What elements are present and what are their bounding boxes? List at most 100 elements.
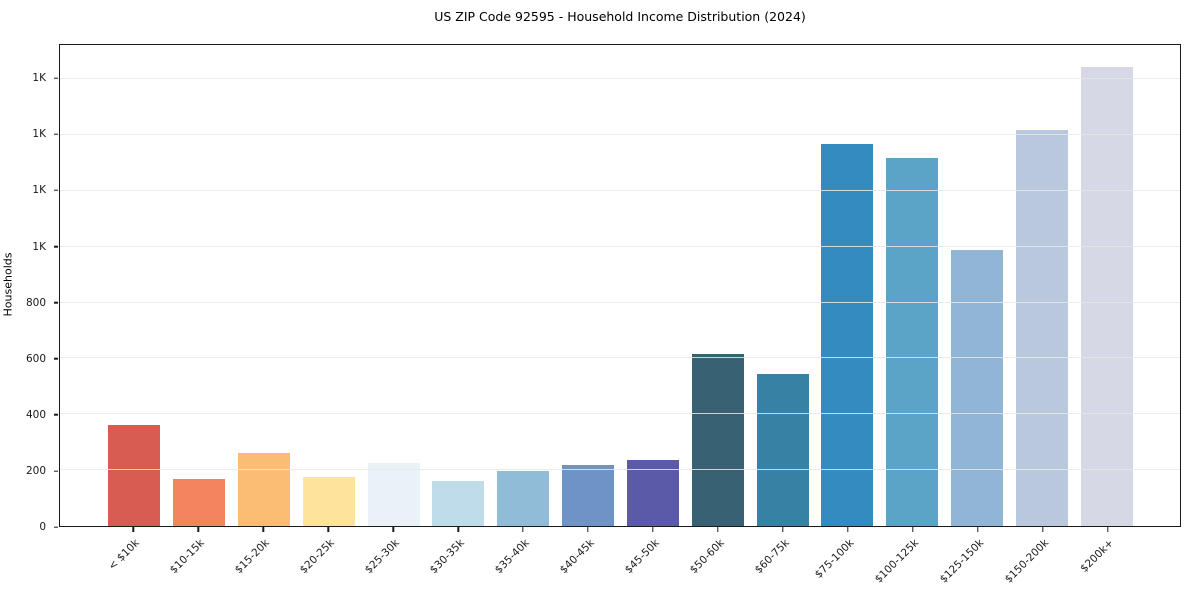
x-tick-label: $10-15k bbox=[167, 537, 207, 577]
y-tick-mark bbox=[53, 414, 58, 416]
x-tick-mark bbox=[652, 527, 654, 532]
bar-slot bbox=[296, 45, 361, 526]
x-tick-mark bbox=[262, 527, 265, 532]
x-tick-slot: $150-200k bbox=[1003, 527, 1075, 590]
bar-$15-20k bbox=[238, 453, 291, 526]
bar-$20-25k bbox=[302, 476, 355, 526]
x-tick-label: $35-40k bbox=[492, 537, 532, 577]
x-tick-mark bbox=[782, 527, 784, 532]
bar-$60-75k bbox=[756, 373, 809, 526]
y-tick-mark bbox=[53, 133, 58, 136]
x-tick-slot: < $10k bbox=[101, 527, 166, 590]
x-tick-label: $15-20k bbox=[232, 537, 272, 577]
bar-$150-200k bbox=[1015, 129, 1068, 526]
chart-title: US ZIP Code 92595 - Household Income Dis… bbox=[434, 9, 806, 24]
y-axis: 0 200 400 600 800 1K 1K 1K 1K bbox=[0, 44, 59, 533]
x-tick-slot: $30-35k bbox=[426, 527, 491, 590]
bar-slot bbox=[361, 45, 426, 526]
x-tick-mark bbox=[522, 527, 524, 532]
bar-slot bbox=[621, 45, 686, 526]
x-tick-slot: $60-75k bbox=[750, 527, 815, 590]
y-tick-label: 1K bbox=[32, 184, 46, 197]
y-tick-label: 600 bbox=[25, 352, 46, 365]
x-axis: < $10k $10-15k $15-20k $20-25k $25-30k $30-35… bbox=[59, 527, 1181, 590]
plot-area bbox=[59, 44, 1181, 527]
x-tick-mark bbox=[197, 527, 200, 532]
x-tick-slot: $125-150k bbox=[938, 527, 1010, 590]
x-tick-label: $45-50k bbox=[622, 537, 662, 577]
x-tick-mark bbox=[1106, 527, 1109, 532]
x-tick-slot: $50-60k bbox=[685, 527, 750, 590]
y-tick-label: 800 bbox=[25, 296, 46, 309]
x-tick-slot: $75-100k bbox=[812, 527, 880, 590]
y-tick-mark bbox=[53, 189, 58, 192]
bar-$100-125k bbox=[886, 157, 939, 526]
x-tick-label: $60-75k bbox=[752, 537, 792, 577]
x-tick-mark bbox=[1041, 527, 1044, 532]
bar-$25-30k bbox=[367, 463, 420, 526]
x-tick-slot: $25-30k bbox=[361, 527, 426, 590]
bar-slot bbox=[880, 45, 945, 526]
x-tick-slot: $100-125k bbox=[873, 527, 945, 590]
x-tick-slot: $15-20k bbox=[231, 527, 296, 590]
y-tick-mark bbox=[53, 301, 58, 304]
bar-slot bbox=[1074, 45, 1139, 526]
x-tick-label: $25-30k bbox=[362, 537, 402, 577]
x-tick-slot: $200k+ bbox=[1075, 527, 1140, 590]
y-tick-label: 1K bbox=[32, 128, 46, 141]
x-tick-mark bbox=[392, 527, 394, 532]
x-tick-label: $125-150k bbox=[937, 537, 987, 586]
x-tick-slot: $10-15k bbox=[166, 527, 231, 590]
bar-< $10k bbox=[108, 425, 161, 526]
y-tick-label: 400 bbox=[25, 408, 46, 421]
x-tick-label: $50-60k bbox=[687, 537, 727, 577]
bar-$40-45k bbox=[562, 465, 615, 526]
bar-$10-15k bbox=[173, 479, 226, 526]
bar-slot bbox=[232, 45, 297, 526]
x-tick-slots: < $10k $10-15k $15-20k $20-25k $25-30k $30-35… bbox=[59, 527, 1181, 590]
x-tick-label: < $10k bbox=[106, 537, 142, 573]
x-tick-label: $40-45k bbox=[557, 537, 597, 577]
bar-slot bbox=[167, 45, 232, 526]
x-tick-label: $200k+ bbox=[1078, 537, 1117, 575]
x-tick-mark bbox=[717, 527, 719, 532]
bar-slot bbox=[1009, 45, 1074, 526]
y-tick-mark bbox=[53, 77, 58, 79]
x-tick-label: $30-35k bbox=[427, 537, 467, 577]
bar-$50-60k bbox=[691, 353, 744, 526]
x-tick-mark bbox=[587, 527, 589, 532]
bar-slot bbox=[426, 45, 491, 526]
y-tick-label: 200 bbox=[25, 464, 46, 477]
bar-$200k+ bbox=[1080, 67, 1133, 526]
bar-slot bbox=[815, 45, 880, 526]
bar-$45-50k bbox=[626, 460, 679, 526]
y-tick-mark bbox=[53, 470, 58, 472]
bars-container bbox=[60, 45, 1180, 526]
x-tick-mark bbox=[912, 527, 914, 532]
x-tick-slot: $35-40k bbox=[491, 527, 556, 590]
bar-slot bbox=[945, 45, 1010, 526]
y-tick-label: 1K bbox=[32, 72, 46, 85]
x-tick-slot: $45-50k bbox=[621, 527, 686, 590]
bar-slot bbox=[750, 45, 815, 526]
bar-$75-100k bbox=[821, 144, 874, 526]
y-tick-mark bbox=[53, 358, 58, 360]
bar-slot bbox=[491, 45, 556, 526]
x-tick-slot: $20-25k bbox=[296, 527, 361, 590]
bar-slot bbox=[685, 45, 750, 526]
x-tick-label: $20-25k bbox=[297, 537, 337, 577]
bar-slot bbox=[556, 45, 621, 526]
x-tick-mark bbox=[976, 527, 979, 532]
bar-$30-35k bbox=[432, 480, 485, 526]
x-tick-mark bbox=[847, 527, 849, 532]
y-tick-mark bbox=[53, 245, 58, 248]
x-tick-label: $150-200k bbox=[1002, 537, 1052, 586]
x-tick-mark bbox=[327, 527, 329, 532]
x-tick-label: $100-125k bbox=[872, 537, 922, 586]
y-tick-label: 0 bbox=[39, 521, 46, 533]
x-tick-mark bbox=[457, 527, 459, 532]
y-tick-label: 1K bbox=[32, 240, 46, 253]
bar-$125-150k bbox=[950, 250, 1003, 526]
x-tick-label: $75-100k bbox=[812, 537, 857, 581]
